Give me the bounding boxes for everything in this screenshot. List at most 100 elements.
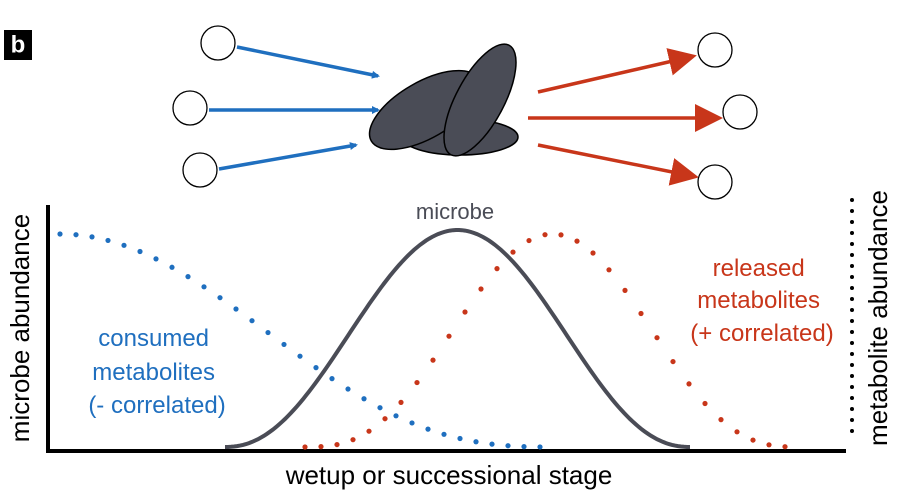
released-dot	[734, 429, 739, 434]
metabolite-node	[698, 33, 732, 67]
consumed-dot	[457, 436, 462, 441]
right-axis-dot	[850, 319, 854, 323]
consumed-dot	[329, 376, 334, 381]
consumed-dot	[185, 274, 190, 279]
released-dot	[334, 442, 339, 447]
right-axis-dot	[850, 308, 854, 312]
released-dot	[782, 444, 787, 449]
right-axis-dot	[850, 418, 854, 422]
arrow	[237, 47, 378, 76]
right-axis-dot	[850, 209, 854, 213]
x-label: wetup or successional stage	[285, 460, 613, 490]
metabolite-node	[201, 26, 235, 60]
metabolite-node	[698, 165, 732, 199]
consumed-dot	[537, 444, 542, 449]
arrow	[538, 145, 692, 176]
consumed-dot	[201, 284, 206, 289]
consumed-dot	[105, 238, 110, 243]
consumed-dot	[73, 232, 78, 237]
released-dot	[478, 286, 483, 291]
released-dot	[462, 309, 467, 314]
right-axis-dot	[850, 264, 854, 268]
right-axis-dot	[850, 429, 854, 433]
consumed-dot	[425, 427, 430, 432]
arrow	[219, 145, 356, 169]
consumed-dot	[137, 249, 142, 254]
consumed-label: consumed metabolites (- correlated)	[88, 325, 225, 419]
released-dot	[302, 444, 307, 449]
label-line: metabolites	[697, 287, 820, 314]
consumed-dot	[441, 432, 446, 437]
figure: b microbe released metabolites (+ correl…	[0, 0, 898, 491]
released-dot	[318, 444, 323, 449]
consumed-dot	[89, 234, 94, 239]
released-dot	[414, 380, 419, 385]
right-axis-dot	[850, 341, 854, 345]
released-dot	[382, 416, 387, 421]
microbe-label: microbe	[416, 199, 494, 224]
consumed-dot	[377, 405, 382, 410]
input-metabolites	[173, 26, 235, 187]
consumed-dot	[521, 444, 526, 449]
released-dot	[510, 250, 515, 255]
released-dot	[446, 334, 451, 339]
consumed-dot	[169, 265, 174, 270]
uptake-arrows	[209, 47, 378, 169]
right-axis-dot	[850, 407, 854, 411]
consumed-dot	[473, 439, 478, 444]
released-dot	[366, 429, 371, 434]
label-line: (+ correlated)	[690, 320, 833, 347]
right-axis-dot	[850, 352, 854, 356]
consumed-dot	[217, 295, 222, 300]
right-axis-dot	[850, 286, 854, 290]
released-dot	[686, 381, 691, 386]
released-dot	[670, 359, 675, 364]
label-line: (- correlated)	[88, 392, 225, 419]
consumed-dot	[489, 442, 494, 447]
consumed-dot	[345, 386, 350, 391]
consumed-dot	[57, 231, 62, 236]
right-axis-dot	[850, 253, 854, 257]
released-dot	[542, 232, 547, 237]
microbe-curve	[225, 230, 690, 447]
arrow	[538, 57, 690, 92]
right-axis-dot	[850, 363, 854, 367]
output-metabolites	[698, 33, 757, 199]
consumed-dot	[409, 420, 414, 425]
label-line: consumed	[98, 325, 209, 352]
released-dot	[606, 267, 611, 272]
metabolite-node	[183, 153, 217, 187]
y-right-label: metabolite abundance	[863, 190, 893, 446]
consumed-dot	[505, 443, 510, 448]
metabolite-node	[723, 95, 757, 129]
released-dot	[574, 239, 579, 244]
consumed-dot	[361, 396, 366, 401]
released-dot	[398, 400, 403, 405]
right-axis-dot	[850, 396, 854, 400]
released-dot	[622, 288, 627, 293]
consumed-dot	[265, 330, 270, 335]
right-axis-dot	[850, 297, 854, 301]
consumed-dot	[121, 243, 126, 248]
right-axis-dot	[850, 242, 854, 246]
released-dot	[526, 238, 531, 243]
released-dot	[702, 401, 707, 406]
released-dot	[558, 232, 563, 237]
released-dot	[718, 417, 723, 422]
consumed-dot	[297, 354, 302, 359]
label-line: metabolites	[92, 359, 215, 386]
consumed-dot	[313, 365, 318, 370]
right-axis-dot	[850, 198, 854, 202]
released-dot	[350, 437, 355, 442]
consumed-dot	[281, 342, 286, 347]
y-left-label: microbe abundance	[5, 214, 35, 442]
consumed-dot	[153, 256, 158, 261]
right-axis-dot	[850, 231, 854, 235]
right-axis-dot	[850, 220, 854, 224]
consumed-dot	[249, 318, 254, 323]
label-line: released	[713, 255, 805, 282]
released-label: released metabolites (+ correlated)	[690, 255, 833, 347]
consumed-dot	[233, 306, 238, 311]
release-arrows	[528, 57, 716, 176]
released-dot	[638, 311, 643, 316]
